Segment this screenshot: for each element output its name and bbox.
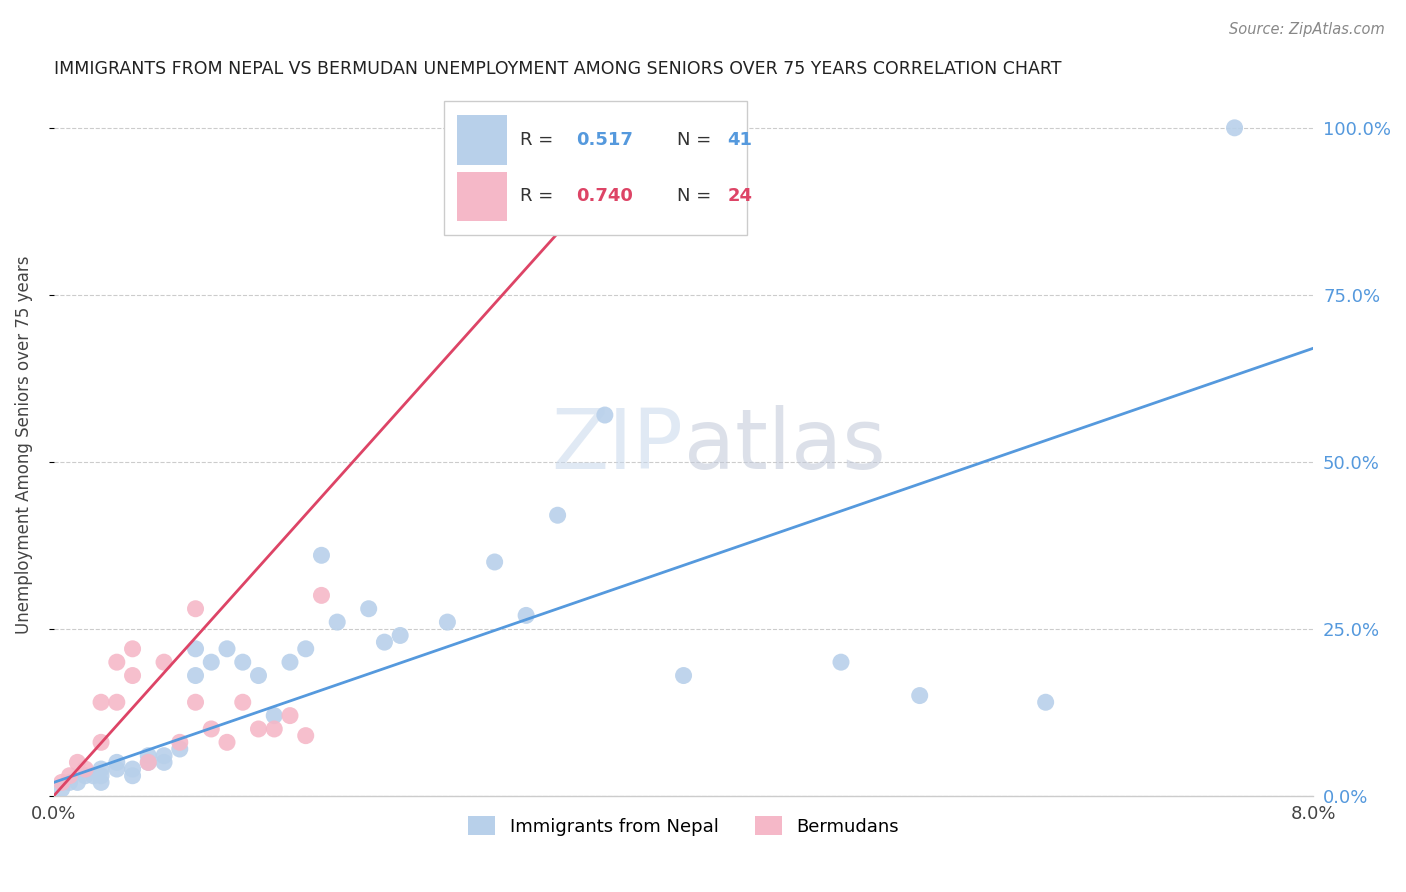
Point <box>90 695 112 709</box>
Point <box>373 635 395 649</box>
Text: 0.517: 0.517 <box>576 131 633 149</box>
Point <box>66 756 89 770</box>
Point <box>121 668 143 682</box>
Point <box>200 722 222 736</box>
FancyBboxPatch shape <box>457 115 508 164</box>
Point <box>169 742 191 756</box>
Point <box>263 722 285 736</box>
Point <box>263 708 285 723</box>
Point <box>547 508 569 523</box>
Point <box>232 655 254 669</box>
Point <box>436 615 458 629</box>
Point <box>153 655 176 669</box>
Point <box>136 756 159 770</box>
Point <box>51 775 73 789</box>
Point <box>121 769 143 783</box>
Point <box>1035 695 1057 709</box>
Point <box>82 769 104 783</box>
Point <box>184 641 207 656</box>
Text: 41: 41 <box>728 131 752 149</box>
Text: IMMIGRANTS FROM NEPAL VS BERMUDAN UNEMPLOYMENT AMONG SENIORS OVER 75 YEARS CORRE: IMMIGRANTS FROM NEPAL VS BERMUDAN UNEMPL… <box>53 60 1062 78</box>
Text: R =: R = <box>520 187 558 205</box>
Point <box>153 756 176 770</box>
Point <box>326 615 349 629</box>
FancyBboxPatch shape <box>457 171 508 220</box>
Y-axis label: Unemployment Among Seniors over 75 years: Unemployment Among Seniors over 75 years <box>15 256 32 634</box>
Point <box>641 141 664 155</box>
Point <box>484 555 506 569</box>
Point <box>1223 120 1246 135</box>
Point <box>278 708 301 723</box>
Text: 24: 24 <box>728 187 752 205</box>
Point <box>908 689 931 703</box>
Point <box>184 668 207 682</box>
Text: 0.740: 0.740 <box>576 187 633 205</box>
Point <box>153 748 176 763</box>
Point <box>184 601 207 615</box>
Point <box>311 588 333 602</box>
Text: R =: R = <box>520 131 558 149</box>
Point <box>121 762 143 776</box>
Point <box>357 601 380 615</box>
Point <box>232 695 254 709</box>
Point <box>215 641 238 656</box>
Point <box>593 408 616 422</box>
Point <box>200 655 222 669</box>
Point <box>90 775 112 789</box>
Point <box>90 735 112 749</box>
Point <box>294 641 316 656</box>
Text: ZIP: ZIP <box>551 405 683 485</box>
Point <box>247 722 270 736</box>
Point <box>830 655 852 669</box>
Text: atlas: atlas <box>683 405 886 485</box>
Point <box>75 769 97 783</box>
Point <box>136 748 159 763</box>
Point <box>294 729 316 743</box>
Point <box>58 769 80 783</box>
Point <box>515 608 537 623</box>
Point <box>672 668 695 682</box>
Text: Source: ZipAtlas.com: Source: ZipAtlas.com <box>1229 22 1385 37</box>
Point <box>311 549 333 563</box>
Point <box>105 695 128 709</box>
FancyBboxPatch shape <box>444 102 747 235</box>
Point <box>105 762 128 776</box>
Point <box>75 762 97 776</box>
Point <box>105 756 128 770</box>
Point <box>90 769 112 783</box>
Point <box>66 775 89 789</box>
Point <box>247 668 270 682</box>
Point <box>389 628 412 642</box>
Point <box>215 735 238 749</box>
Point <box>105 655 128 669</box>
Point <box>51 782 73 797</box>
Point <box>58 775 80 789</box>
Point <box>121 641 143 656</box>
Point <box>278 655 301 669</box>
Text: N =: N = <box>678 187 717 205</box>
Point <box>136 756 159 770</box>
Point <box>169 735 191 749</box>
Text: N =: N = <box>678 131 717 149</box>
Point <box>90 762 112 776</box>
Point <box>184 695 207 709</box>
Legend: Immigrants from Nepal, Bermudans: Immigrants from Nepal, Bermudans <box>461 809 905 843</box>
